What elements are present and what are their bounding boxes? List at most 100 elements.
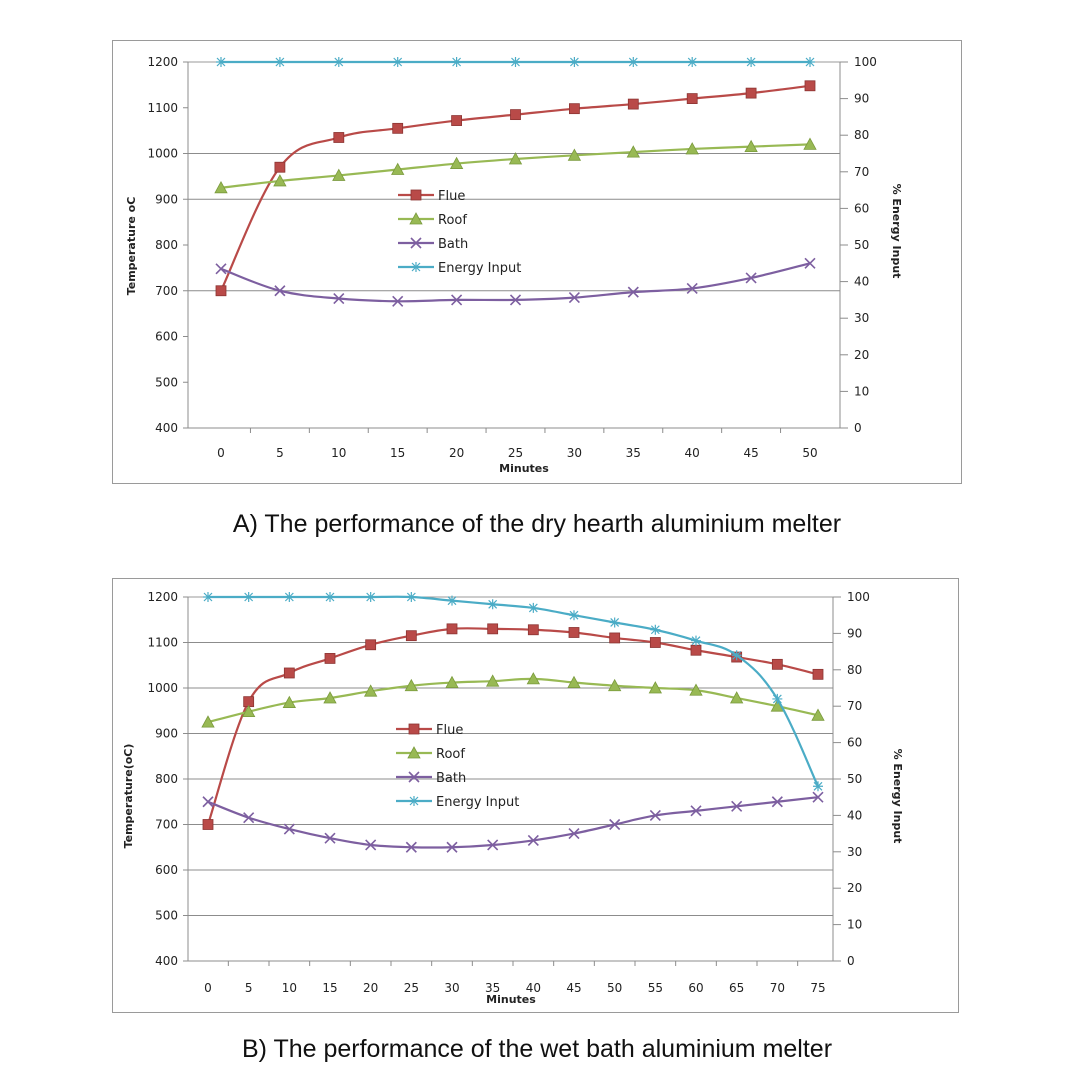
chart-panel-b: 400 500 600 700 800 900 1000 1100 1200 0 10 20 30 40 5…	[112, 578, 959, 1013]
a-point-roof	[391, 162, 405, 175]
a-legend-label-energy-input: Energy Input	[438, 261, 521, 276]
b-point-roof	[241, 704, 256, 718]
b-point-energy-input	[650, 624, 661, 635]
b-point-energy-input	[325, 592, 335, 602]
a-point-bath	[392, 295, 404, 307]
b-x-tick-label: 35	[485, 981, 500, 995]
a-y2-tick-labels: 0 10 20 30 40 50 60 70 80 90 100	[840, 55, 877, 435]
b-point-bath	[568, 828, 580, 840]
b-point-roof	[363, 684, 378, 697]
b-point-bath	[365, 839, 377, 851]
a-y2-axis-title: % Energy Input	[890, 184, 903, 279]
b-x-tick-label: 55	[648, 981, 663, 995]
a-point-roof	[626, 145, 640, 158]
b-x-tick-label: 30	[444, 981, 459, 995]
b-point-bath	[487, 839, 499, 851]
b-point-roof	[485, 674, 500, 687]
b-point-flue	[609, 632, 621, 644]
a-point-bath	[745, 272, 757, 284]
b-point-bath	[527, 834, 539, 846]
a-point-bath	[333, 292, 345, 305]
a-x-tick-label: 5	[276, 446, 284, 460]
a-point-bath	[627, 286, 639, 298]
b-point-flue	[487, 623, 499, 635]
b-point-bath	[446, 841, 458, 853]
a-point-flue	[686, 93, 698, 104]
b-y-tick-label: 500	[155, 909, 178, 923]
a-series-roof	[214, 137, 817, 194]
a-point-flue	[568, 103, 580, 115]
a-point-roof	[449, 156, 464, 169]
b-point-energy-input	[243, 592, 254, 602]
a-point-energy-input	[805, 57, 815, 67]
a-point-roof	[273, 174, 287, 187]
b-y-tick-label: 1100	[147, 636, 178, 650]
a-point-flue	[627, 98, 639, 110]
a-point-energy-input	[687, 57, 698, 67]
a-series-line-flue	[220, 84, 811, 292]
a-point-energy-input	[333, 57, 344, 67]
a-point-energy-input	[510, 57, 521, 67]
b-y2-tick-label: 90	[847, 626, 862, 640]
caption-b: B) The performance of the wet bath alumi…	[241, 1035, 833, 1063]
b-point-energy-input	[772, 693, 783, 704]
a-point-bath	[686, 282, 698, 295]
b-series-bath	[202, 791, 824, 853]
b-legend-marker-bath	[408, 771, 420, 783]
b-y-tick-label: 900	[155, 727, 178, 741]
b-point-energy-input	[365, 592, 376, 602]
a-point-flue	[274, 161, 286, 173]
b-x-tick-label: 40	[526, 981, 541, 995]
b-x-tick-labels: 0 5 10 15 20 25 30 35 40 45 50 55 60 65 70 75	[204, 961, 826, 995]
a-point-energy-input	[392, 57, 403, 67]
b-x-tick-label: 25	[404, 981, 419, 995]
b-y2-tick-label: 40	[847, 808, 862, 822]
b-point-roof	[282, 695, 297, 708]
b-point-bath	[609, 818, 621, 831]
b-point-bath	[202, 796, 214, 808]
a-y2-tick-label: 80	[854, 128, 869, 142]
a-y2-tick-label: 10	[854, 384, 869, 398]
a-y-tick-label: 700	[155, 284, 178, 298]
b-point-energy-input	[731, 650, 742, 661]
a-y2-tick-label: 30	[854, 311, 869, 325]
b-point-roof	[729, 691, 744, 704]
a-series-flue	[215, 80, 816, 297]
a-y-tick-label: 400	[155, 421, 178, 435]
a-point-flue	[392, 122, 404, 134]
a-legend-marker-bath	[410, 237, 422, 249]
a-legend: Flue Roof Bath Energy Input	[398, 189, 521, 276]
b-x-tick-label: 20	[363, 981, 378, 995]
b-y2-tick-label: 80	[847, 663, 862, 677]
a-point-bath	[568, 292, 580, 304]
b-y2-tick-label: 50	[847, 772, 862, 786]
b-point-roof	[323, 691, 337, 704]
b-point-roof	[445, 675, 459, 688]
a-legend-marker-energy-input	[411, 262, 421, 272]
b-x-tick-label: 10	[282, 981, 297, 995]
a-y2-tick-label: 40	[854, 275, 869, 289]
a-x-tick-label: 50	[802, 446, 817, 460]
caption-a: A) The performance of the dry hearth alu…	[232, 510, 842, 538]
b-point-roof	[567, 675, 581, 688]
a-x-tick-label: 25	[508, 446, 523, 460]
b-y2-tick-label: 60	[847, 736, 862, 750]
a-x-tick-label: 10	[331, 446, 346, 460]
a-point-bath	[274, 285, 286, 297]
a-y2-tick-label: 60	[854, 201, 869, 215]
a-series-line-roof	[220, 143, 811, 189]
a-point-flue	[804, 80, 816, 92]
b-point-roof	[689, 683, 703, 696]
b-point-bath	[405, 841, 417, 853]
b-series-line-energy-input	[208, 595, 819, 787]
b-point-bath	[731, 800, 743, 812]
a-y-tick-labels: 400 500 600 700 800 900 1000 1100 1200	[147, 55, 188, 435]
b-y2-tick-label: 30	[847, 845, 862, 859]
b-point-flue	[365, 639, 377, 651]
b-x-tick-label: 75	[810, 981, 825, 995]
b-point-energy-input	[447, 595, 457, 606]
b-point-flue	[527, 624, 539, 636]
a-legend-label-roof: Roof	[438, 213, 467, 228]
b-point-flue	[649, 637, 661, 648]
b-y-tick-label: 1000	[147, 681, 178, 695]
